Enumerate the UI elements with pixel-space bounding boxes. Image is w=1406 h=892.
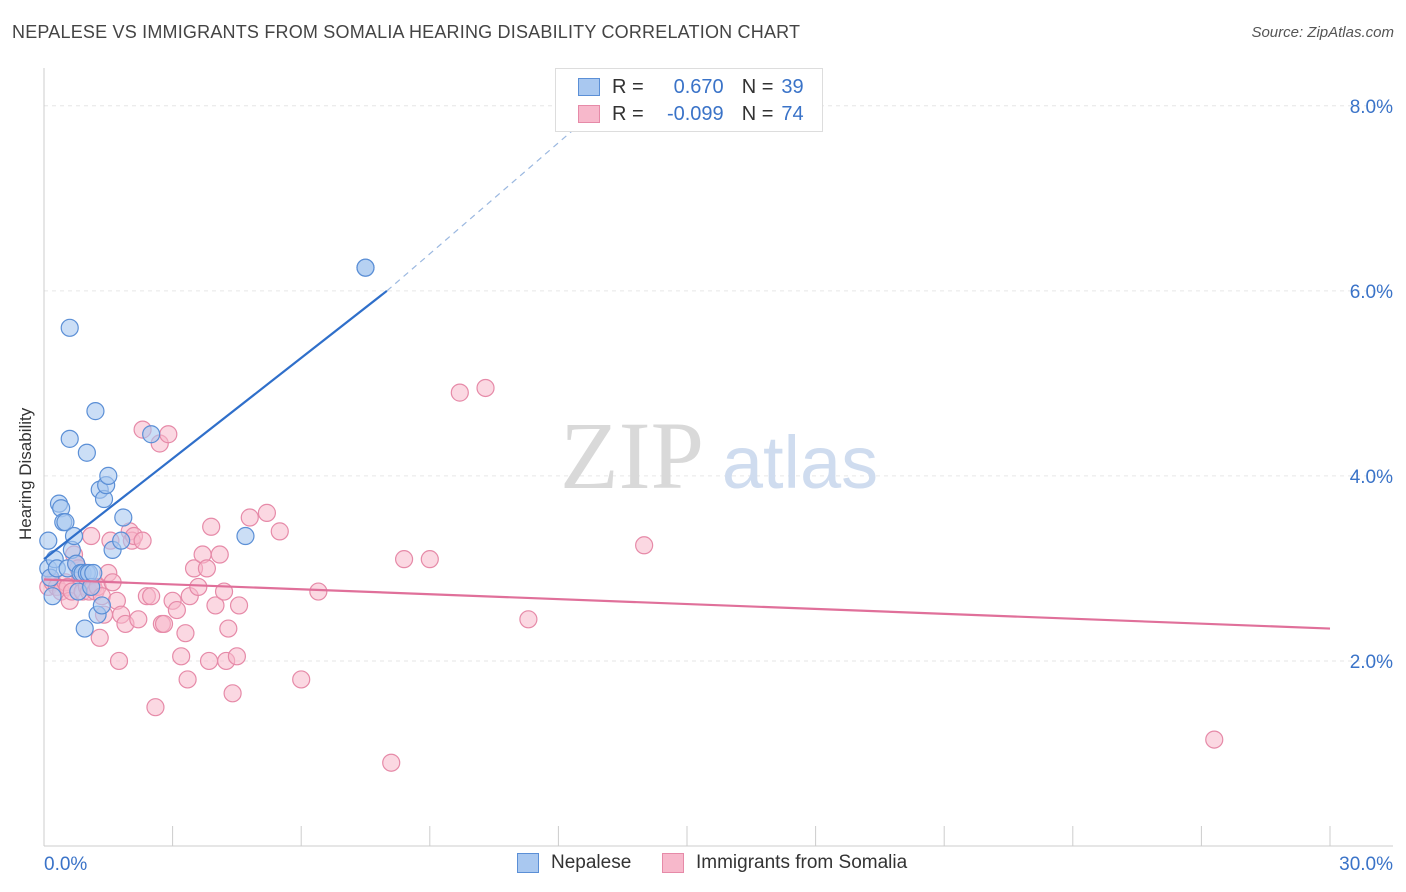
nepalese-point-33 — [112, 531, 131, 550]
somalia-point-20 — [90, 628, 109, 647]
legend-n-label: N = — [741, 102, 774, 125]
somalia-point-56 — [210, 545, 229, 564]
legend-label-somalia: Immigrants from Somalia — [696, 852, 908, 873]
legend-swatch-somalia-bottom — [662, 853, 684, 873]
somalia-point-46 — [176, 624, 195, 643]
x-axis-min-label: 0.0% — [44, 854, 87, 875]
somalia-point-62 — [229, 596, 249, 615]
y-axis-label: Hearing Disability — [16, 407, 35, 540]
nepalese-trend-line — [43, 289, 388, 561]
somalia-point-45 — [172, 647, 191, 666]
somalia-point-53 — [199, 651, 219, 671]
legend-n-value-somalia: 74 — [781, 102, 804, 125]
somalia-point-74 — [635, 536, 654, 555]
legend-r-label: R = — [612, 75, 644, 98]
legend-n-value-nepalese: 39 — [781, 75, 804, 98]
somalia-point-41 — [154, 614, 174, 634]
nepalese-points — [39, 258, 375, 638]
somalia-point-64 — [257, 503, 277, 522]
legend-swatch-somalia — [578, 105, 600, 123]
somalia-point-37 — [142, 587, 161, 606]
legend-item-nepalese[interactable]: Nepalese — [517, 852, 631, 874]
somalia-point-44 — [167, 600, 186, 620]
somalia-point-33 — [129, 610, 148, 629]
somalia-point-68 — [382, 753, 401, 772]
somalia-point-66 — [292, 670, 311, 689]
somalia-point-69 — [394, 550, 414, 569]
somalia-point-61 — [227, 647, 246, 666]
nepalese-point-34 — [114, 508, 133, 527]
trend-lines — [43, 123, 1331, 630]
nepalese-point-28 — [92, 596, 111, 615]
nepalese-point-38 — [356, 258, 375, 277]
watermark-zip: ZIP — [560, 402, 704, 509]
axes — [43, 68, 1393, 847]
x-axis-max-label: 30.0% — [1339, 854, 1393, 875]
nepalese-point-12 — [60, 429, 79, 448]
legend-r-value-nepalese: 0.670 — [673, 75, 724, 98]
series-legend: Nepalese Immigrants from Somalia — [0, 852, 1406, 878]
nepalese-point-0 — [39, 531, 58, 550]
y-tick-label-1: 4.0% — [1350, 467, 1393, 488]
somalia-point-73 — [519, 610, 538, 629]
somalia-point-70 — [420, 550, 439, 569]
somalia-point-54 — [202, 517, 221, 536]
legend-r-value-somalia: -0.099 — [666, 102, 724, 125]
somalia-point-63 — [240, 508, 259, 527]
legend-item-somalia[interactable]: Immigrants from Somalia — [662, 852, 907, 874]
nepalese-trend-extension — [386, 123, 581, 292]
grid-lines — [44, 105, 1393, 662]
watermark: ZIP atlas — [560, 402, 878, 509]
nepalese-point-36 — [236, 526, 255, 546]
source-label: Source: ZipAtlas.com — [1251, 24, 1394, 41]
nepalese-point-3 — [43, 587, 62, 606]
watermark-atlas: atlas — [722, 421, 878, 504]
legend-n-label: N = — [741, 75, 774, 98]
nepalese-point-21 — [77, 443, 96, 462]
legend-r-label: R = — [612, 102, 644, 125]
nepalese-point-9 — [56, 513, 75, 532]
somalia-point-16 — [82, 526, 101, 546]
somalia-point-34 — [133, 531, 152, 550]
y-tick-labels: 2.0% 4.0% 6.0% 8.0% — [1350, 97, 1393, 673]
somalia-point-65 — [270, 522, 289, 541]
somalia-point-55 — [206, 596, 225, 615]
somalia-point-59 — [219, 619, 238, 638]
somalia-point-42 — [159, 425, 178, 444]
legend-swatch-nepalese-bottom — [517, 853, 539, 873]
legend-row-nepalese: R = 0.670 N = 39 — [578, 75, 804, 99]
somalia-point-50 — [189, 577, 208, 597]
y-tick-label-0: 2.0% — [1350, 652, 1393, 673]
somalia-point-75 — [1205, 730, 1224, 749]
somalia-point-27 — [109, 651, 129, 671]
legend-row-somalia: R = -0.099 N = 74 — [578, 102, 804, 126]
nepalese-point-31 — [99, 466, 118, 485]
somalia-trend-line — [43, 578, 1331, 630]
somalia-point-47 — [178, 670, 197, 689]
legend-swatch-nepalese — [578, 78, 600, 96]
nepalese-point-19 — [75, 619, 94, 638]
legend-label-nepalese: Nepalese — [551, 852, 632, 873]
somalia-point-38 — [146, 698, 165, 717]
somalia-point-67 — [309, 582, 328, 601]
somalia-point-52 — [197, 559, 216, 578]
y-tick-label-3: 8.0% — [1350, 97, 1393, 118]
nepalese-point-24 — [84, 563, 103, 583]
y-tick-label-2: 6.0% — [1350, 282, 1393, 303]
somalia-point-71 — [450, 383, 469, 402]
chart-title: NEPALESE VS IMMIGRANTS FROM SOMALIA HEAR… — [12, 22, 801, 42]
nepalese-point-11 — [60, 318, 79, 337]
nepalese-point-35 — [142, 425, 161, 444]
somalia-point-72 — [476, 378, 495, 398]
correlation-legend: R = 0.670 N = 39 R = -0.099 N = 74 — [555, 68, 823, 132]
somalia-point-60 — [223, 684, 242, 703]
nepalese-point-25 — [86, 402, 105, 421]
